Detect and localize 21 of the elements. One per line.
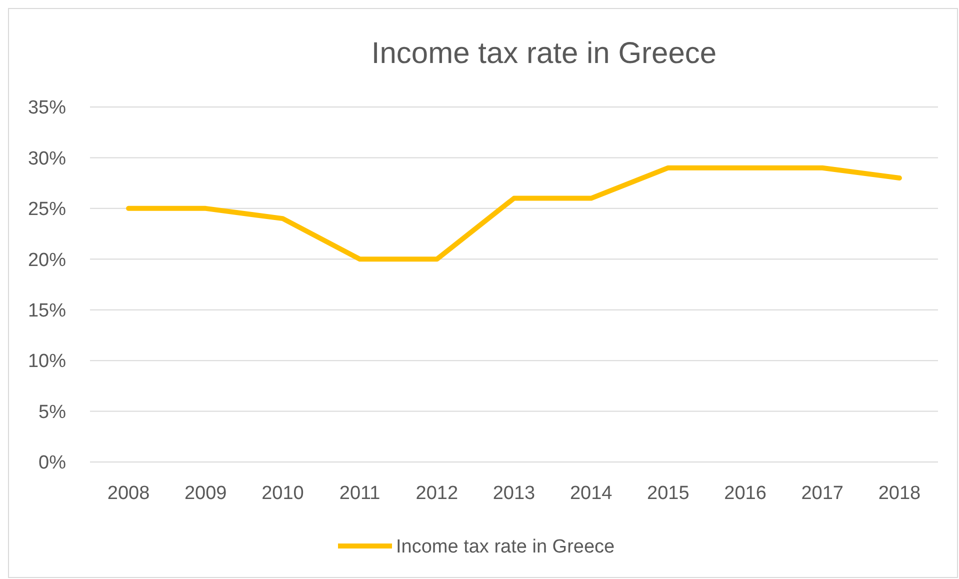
y-tick-label: 25% (28, 199, 66, 220)
y-tick-label: 20% (28, 250, 66, 271)
y-tick-label: 35% (28, 98, 66, 119)
chart-title: Income tax rate in Greece (371, 37, 717, 70)
y-tick-label: 10% (28, 351, 66, 372)
x-tick-label: 2018 (878, 483, 921, 504)
x-tick-label: 2008 (107, 483, 150, 504)
x-tick-label: 2015 (647, 483, 690, 504)
x-tick-label: 2017 (801, 483, 844, 504)
x-tick-label: 2016 (724, 483, 766, 504)
legend-label: Income tax rate in Greece (396, 536, 615, 558)
x-tick-label: 2010 (262, 483, 304, 504)
y-tick-label: 30% (28, 148, 66, 170)
x-tick-label: 2012 (416, 483, 458, 504)
x-tick-label: 2013 (492, 483, 536, 504)
x-tick-label: 2014 (570, 483, 613, 504)
y-tick-label: 0% (38, 452, 66, 474)
y-tick-label: 15% (28, 300, 66, 322)
y-tick-label: 5% (38, 402, 66, 423)
x-tick-label: 2011 (339, 483, 380, 504)
x-tick-label: 2009 (184, 483, 227, 504)
